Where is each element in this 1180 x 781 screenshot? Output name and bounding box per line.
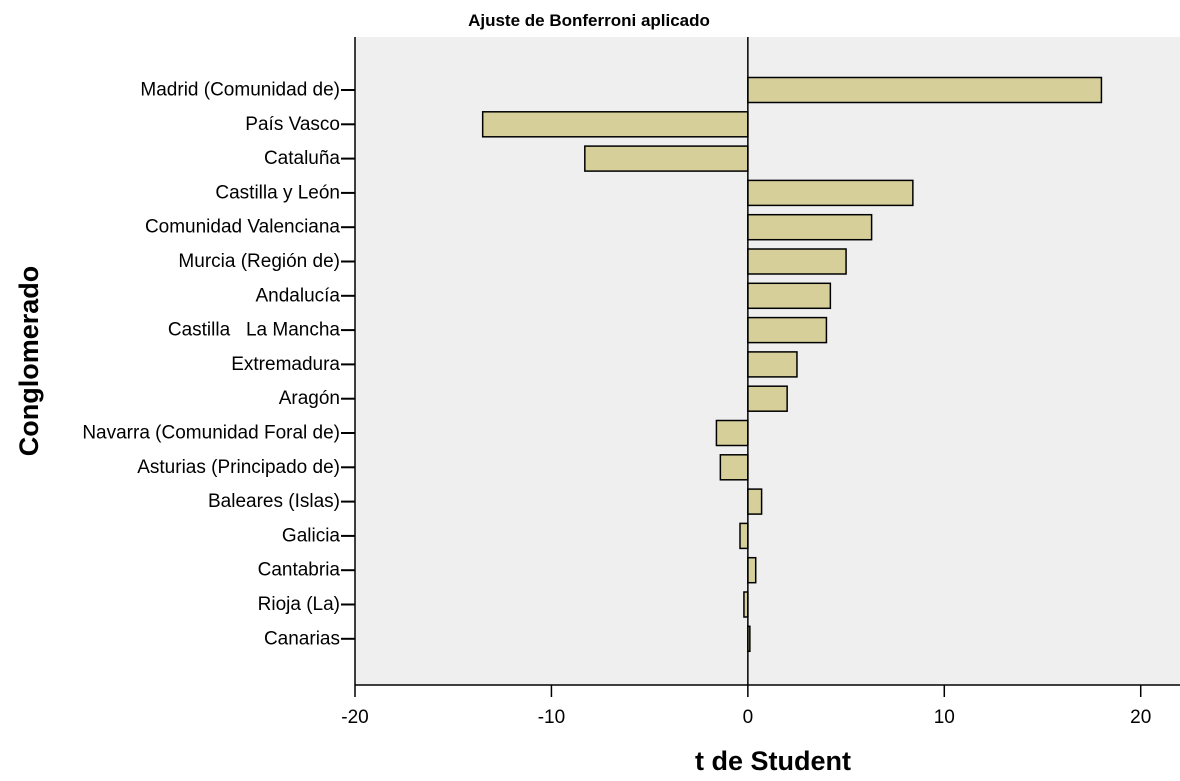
bar	[747, 248, 847, 275]
bar	[747, 282, 832, 310]
bar	[747, 316, 828, 344]
y-tick-label: Rioja (La)	[258, 594, 340, 615]
bar	[747, 385, 788, 412]
bar	[747, 179, 914, 207]
y-tick-label: País Vasco	[245, 114, 340, 135]
y-tick-label: Galicia	[282, 525, 341, 546]
y-tick-label: Navarra (Comunidad Foral de)	[82, 423, 340, 444]
y-tick-label: Cantabria	[258, 560, 341, 581]
x-tick-label: 10	[934, 707, 955, 728]
y-tick-label: Castilla y León	[215, 182, 340, 203]
y-tick-label: Extremadura	[231, 354, 340, 375]
x-axis-title: t de Student	[695, 746, 851, 776]
y-tick-label: Andalucía	[255, 285, 340, 306]
bar	[747, 488, 763, 515]
y-axis-title: Conglomerado	[14, 266, 44, 457]
chart-title: Ajuste de Bonferroni aplicado	[468, 11, 710, 30]
x-tick-label: 20	[1130, 707, 1151, 728]
bar	[481, 111, 749, 138]
y-tick-label: Canarias	[264, 628, 340, 649]
x-tick-label: -10	[538, 707, 565, 728]
y-tick-label: Madrid (Comunidad de)	[140, 80, 340, 101]
bar	[719, 454, 749, 481]
y-tick-label: Asturias (Principado de)	[137, 457, 340, 478]
bar	[747, 351, 798, 378]
x-tick-label: -20	[341, 707, 368, 728]
x-tick-label: 0	[743, 707, 754, 728]
bars-group	[481, 76, 1103, 653]
bar	[739, 522, 749, 550]
x-ticks-group: -20 -10 0 10 20	[341, 685, 1151, 728]
bar	[747, 213, 873, 241]
y-tick-label: Baleares (Islas)	[208, 491, 340, 512]
y-tick-label: Murcia (Región de)	[178, 251, 340, 272]
y-tick-label: Comunidad Valenciana	[145, 217, 340, 238]
bar	[747, 76, 1103, 104]
y-ticks-group: Madrid (Comunidad de) País Vasco Cataluña C…	[82, 80, 355, 649]
bar	[584, 145, 749, 172]
bar	[747, 556, 757, 584]
y-tick-label: Cataluña	[264, 148, 340, 169]
y-tick-label: Castilla La Mancha	[168, 320, 341, 341]
y-tick-label: Aragón	[279, 388, 340, 409]
bar	[715, 419, 749, 447]
